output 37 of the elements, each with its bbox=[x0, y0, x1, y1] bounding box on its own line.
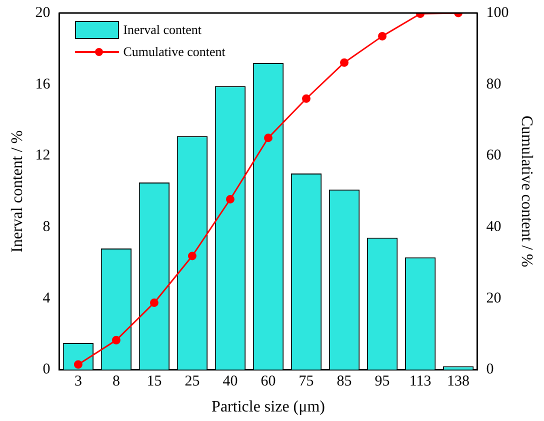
y2-tick-label: 100 bbox=[486, 4, 509, 21]
y-tick-label: 0 bbox=[42, 362, 50, 378]
y-tick-label: 16 bbox=[35, 76, 51, 92]
y-axis-title: Inerval content / % bbox=[8, 130, 26, 252]
point bbox=[112, 336, 120, 344]
y2-tick-label: 40 bbox=[486, 219, 502, 236]
x-axis-title: Particle size (μm) bbox=[212, 398, 325, 416]
x-tick-label: 3 bbox=[74, 374, 82, 390]
point bbox=[302, 94, 311, 103]
x-tick-label: 113 bbox=[409, 374, 432, 390]
point bbox=[74, 360, 82, 369]
x-tick-label: 138 bbox=[447, 374, 470, 390]
point bbox=[226, 195, 234, 204]
point bbox=[150, 298, 158, 307]
point bbox=[264, 134, 272, 142]
x-tick-label: 25 bbox=[184, 374, 200, 390]
y-tick-label: 4 bbox=[42, 290, 51, 306]
x-tick-label: 95 bbox=[374, 374, 390, 390]
y-tick-label: 12 bbox=[35, 148, 50, 164]
legend-label: Inerval content bbox=[123, 22, 202, 38]
x-tick-label: 40 bbox=[222, 374, 238, 390]
point bbox=[188, 252, 196, 260]
x-tick-label: 60 bbox=[260, 374, 276, 390]
legend-label: Cumulative content bbox=[123, 44, 226, 60]
y2-tick-label: 80 bbox=[486, 76, 502, 92]
x-tick-label: 8 bbox=[112, 374, 120, 390]
y-tick-label: 20 bbox=[35, 4, 50, 21]
y-tick-label: 8 bbox=[42, 219, 50, 236]
y2-tick-label: 60 bbox=[486, 148, 502, 164]
y2-tick-label: 20 bbox=[486, 290, 502, 306]
y2-axis-title: Cumulative content / % bbox=[518, 116, 536, 268]
y2-tick-label: 0 bbox=[486, 362, 494, 378]
point bbox=[340, 58, 349, 67]
x-tick-label: 15 bbox=[146, 374, 162, 390]
x-tick-label: 75 bbox=[298, 374, 314, 390]
x-tick-label: 85 bbox=[336, 374, 352, 390]
point bbox=[378, 32, 387, 40]
